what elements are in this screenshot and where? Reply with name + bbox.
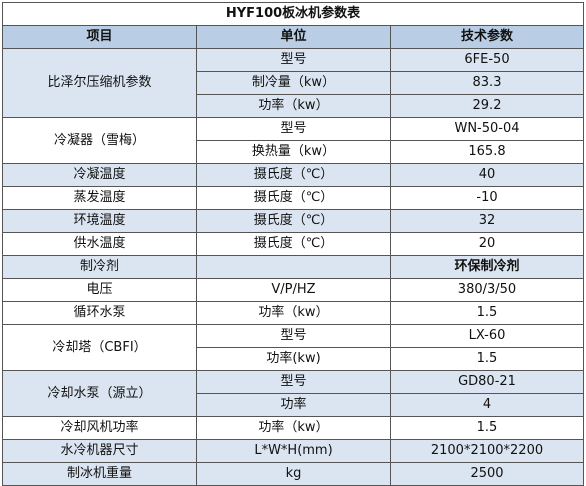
row-unit: 功率	[196, 393, 391, 417]
row-value: 4	[390, 393, 584, 417]
header-unit: 单位	[196, 25, 391, 49]
table-row: 功率 4	[3, 393, 584, 417]
row-value: 环保制冷剂	[390, 255, 584, 279]
row-unit	[196, 255, 391, 279]
row-unit: 摄氏度（℃）	[196, 232, 391, 256]
row-unit: 功率（kw）	[196, 94, 391, 118]
table-row: 水冷机器尺寸 L*W*H(mm) 2100*2100*2200	[2, 439, 584, 463]
table-row: 冷凝器（雪梅） 型号 WN-50-04	[2, 117, 584, 164]
row-item: 循环水泵	[2, 301, 197, 325]
table-row: 功率（kw） 29.2	[3, 94, 584, 118]
table-row: 电压 V/P/HZ 380/3/50	[2, 278, 584, 302]
row-item: 水冷机器尺寸	[2, 439, 197, 463]
table-row: 制冰机重量 kg 2500	[2, 462, 584, 486]
row-value: 32	[390, 209, 584, 233]
row-unit: 功率(kw)	[196, 347, 391, 371]
row-unit: 制冷量（kw）	[196, 71, 391, 95]
row-value: 1.5	[390, 416, 584, 440]
row-unit: 功率（kw）	[196, 301, 391, 325]
row-unit: 型号	[196, 324, 391, 348]
table-title: HYF100板冰机参数表	[2, 2, 584, 26]
row-item: 环境温度	[2, 209, 197, 233]
header-param: 技术参数	[390, 25, 584, 49]
table-row: 冷凝温度 摄氏度（℃） 40	[2, 163, 584, 187]
row-unit: L*W*H(mm)	[196, 439, 391, 463]
table-row: 功率(kw) 1.5	[3, 347, 584, 371]
row-unit: 摄氏度（℃）	[196, 163, 391, 187]
row-item: 冷却风机功率	[2, 416, 197, 440]
row-item-cooling-tower: 冷却塔（CBFI）	[2, 324, 197, 371]
row-unit: 型号	[196, 117, 391, 141]
row-unit: 摄氏度（℃）	[196, 209, 391, 233]
table-row: 循环水泵 功率（kw） 1.5	[2, 301, 584, 325]
row-item: 供水温度	[2, 232, 197, 256]
table-row: 冷却水泵（源立） 型号 GD80-21	[2, 370, 584, 417]
row-value: 6FE-50	[390, 48, 584, 72]
table-row: 蒸发温度 摄氏度（℃） -10	[2, 186, 584, 210]
row-value: GD80-21	[390, 370, 584, 394]
row-item-condenser: 冷凝器（雪梅）	[2, 117, 197, 164]
row-unit: 换热量（kw）	[196, 140, 391, 164]
table-row: 冷却塔（CBFI） 型号 LX-60	[2, 324, 584, 371]
row-item: 冷凝温度	[2, 163, 197, 187]
row-value: 2500	[390, 462, 584, 486]
row-value: 2100*2100*2200	[390, 439, 584, 463]
row-unit: 型号	[196, 370, 391, 394]
row-item-compressor: 比泽尔压缩机参数	[2, 48, 197, 118]
row-unit: V/P/HZ	[196, 278, 391, 302]
table-row: 冷却风机功率 功率（kw） 1.5	[2, 416, 584, 440]
row-value: -10	[390, 186, 584, 210]
table-row: 供水温度 摄氏度（℃） 20	[2, 232, 584, 256]
row-value: LX-60	[390, 324, 584, 348]
row-value: 380/3/50	[390, 278, 584, 302]
row-value: 1.5	[390, 347, 584, 371]
row-item: 制冰机重量	[2, 462, 197, 486]
row-value: 20	[390, 232, 584, 256]
header-row: 项目 单位 技术参数	[2, 25, 584, 49]
table-row: 比泽尔压缩机参数 型号 6FE-50	[2, 48, 584, 118]
row-item: 电压	[2, 278, 197, 302]
row-item: 制冷剂	[2, 255, 197, 279]
row-value: 165.8	[390, 140, 584, 164]
row-value: WN-50-04	[390, 117, 584, 141]
table-row: 环境温度 摄氏度（℃） 32	[2, 209, 584, 233]
row-value: 29.2	[390, 94, 584, 118]
row-unit: 型号	[196, 48, 391, 72]
row-value: 1.5	[390, 301, 584, 325]
row-value: 83.3	[390, 71, 584, 95]
row-value: 40	[390, 163, 584, 187]
row-unit: 功率（kw）	[196, 416, 391, 440]
header-item: 项目	[2, 25, 197, 49]
row-unit: kg	[196, 462, 391, 486]
row-unit: 摄氏度（℃）	[196, 186, 391, 210]
row-item: 蒸发温度	[2, 186, 197, 210]
row-item-cooling-pump: 冷却水泵（源立）	[2, 370, 197, 417]
table-row: 制冷剂 环保制冷剂	[2, 255, 584, 279]
